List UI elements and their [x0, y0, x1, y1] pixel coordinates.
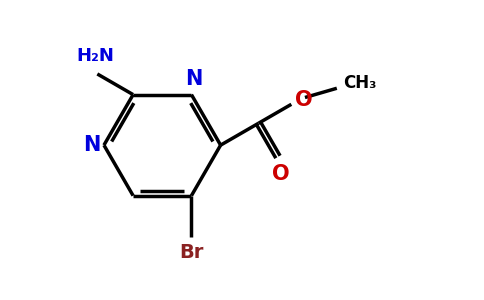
- Text: CH₃: CH₃: [343, 74, 376, 92]
- Text: O: O: [295, 90, 313, 110]
- Text: Br: Br: [179, 243, 204, 262]
- Text: N: N: [83, 135, 100, 155]
- Text: H₂N: H₂N: [76, 47, 114, 65]
- Text: O: O: [272, 164, 289, 184]
- Text: N: N: [185, 69, 203, 89]
